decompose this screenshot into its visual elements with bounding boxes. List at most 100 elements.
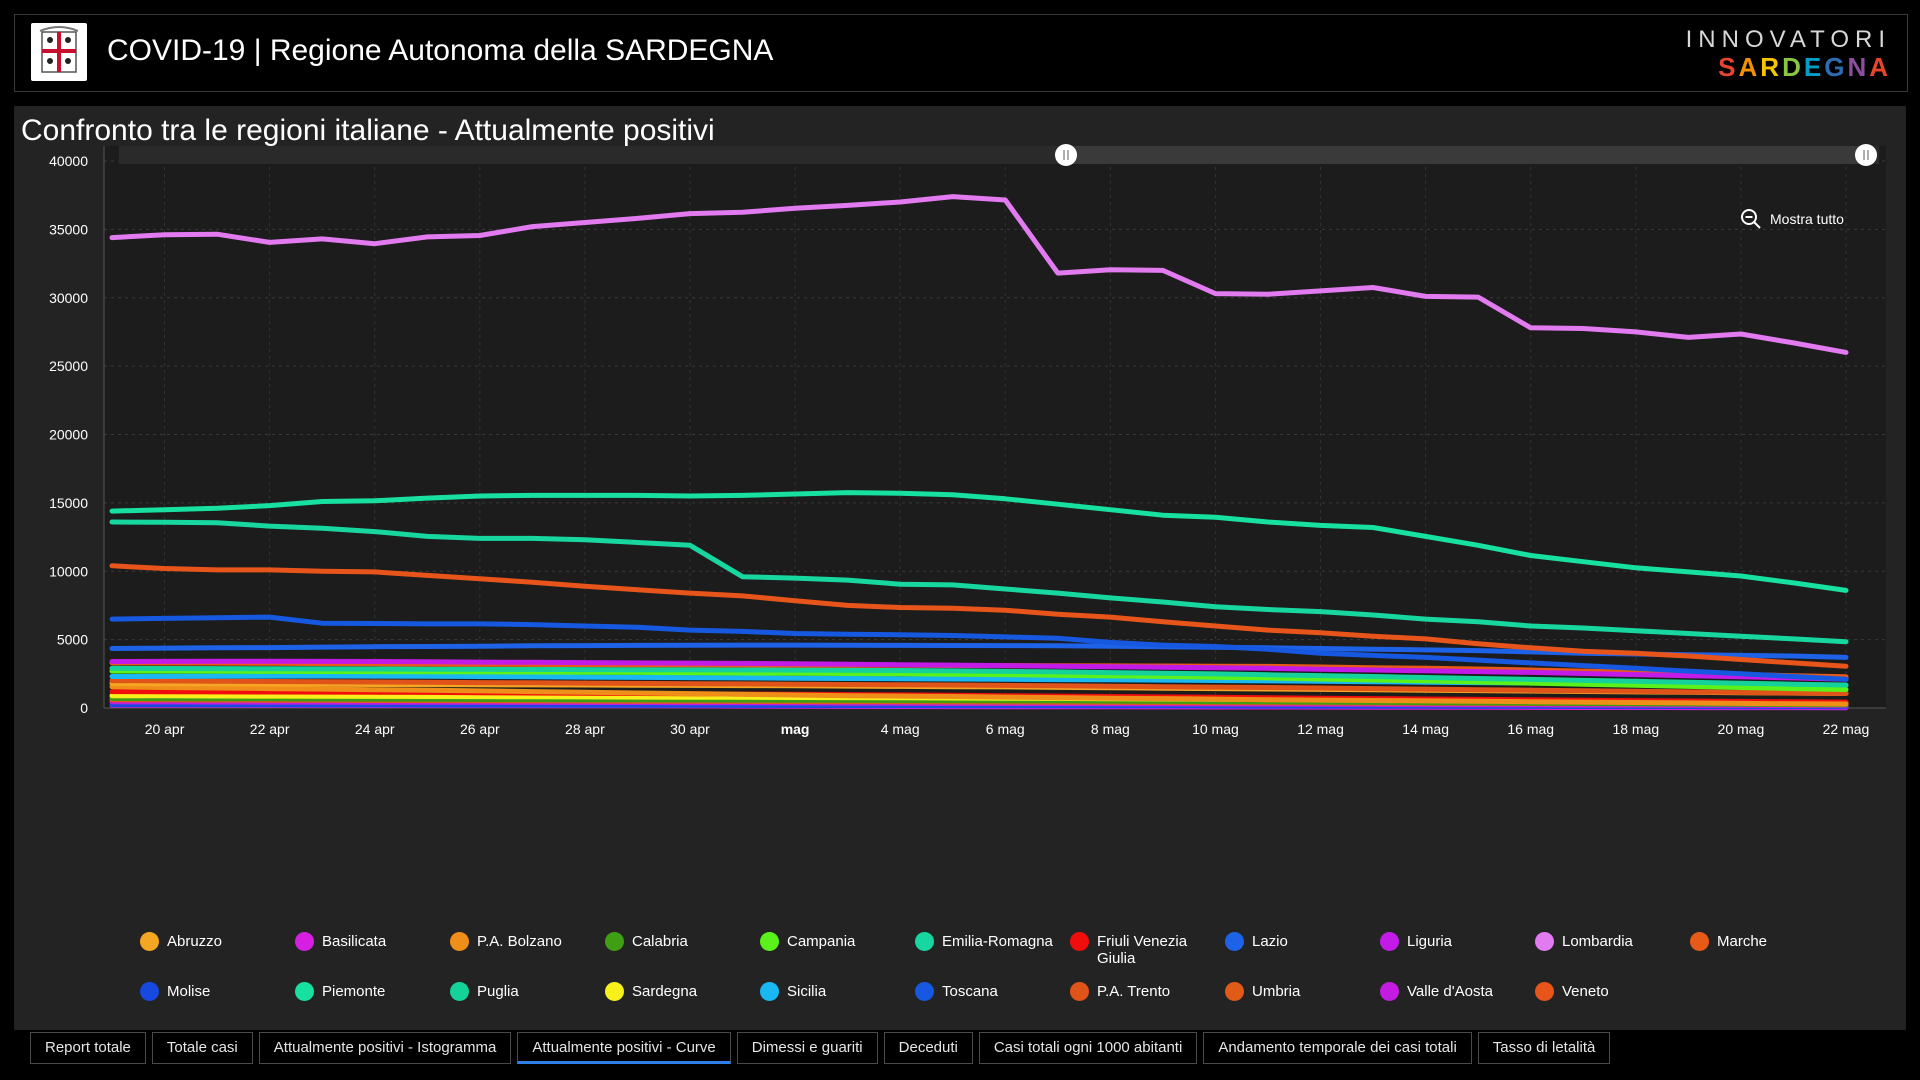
y-tick-label: 30000 — [49, 290, 88, 306]
legend-item[interactable]: Emilia-Romagna — [915, 932, 1065, 951]
legend-label: Molise — [167, 983, 211, 1000]
x-tick-label: 22 apr — [250, 721, 290, 737]
legend-item[interactable]: Basilicata — [295, 932, 445, 951]
y-tick-label: 35000 — [49, 221, 88, 237]
legend-color-swatch — [1535, 932, 1554, 951]
tab-tasso-di-letalit-[interactable]: Tasso di letalità — [1477, 1032, 1611, 1064]
series-line-campania[interactable] — [109, 668, 1849, 692]
legend-label: Puglia — [477, 983, 519, 1000]
legend-label: Veneto — [1562, 983, 1609, 1000]
legend-item[interactable]: Toscana — [915, 982, 1065, 1001]
legend-color-swatch — [140, 932, 159, 951]
x-tick-label: 26 apr — [460, 721, 500, 737]
tab-report-totale[interactable]: Report totale — [30, 1032, 146, 1064]
legend-label: Valle d'Aosta — [1407, 983, 1493, 1000]
series-line-emilia-romagna[interactable] — [109, 519, 1849, 645]
sardinia-coat-of-arms-logo — [31, 23, 87, 81]
legend-color-swatch — [760, 982, 779, 1001]
y-tick-label: 20000 — [49, 427, 88, 443]
legend-item[interactable]: Liguria — [1380, 932, 1530, 951]
app-header: COVID-19 | Regione Autonoma della SARDEG… — [14, 14, 1908, 92]
brand-letter: A — [1738, 52, 1761, 82]
x-tick-label: 12 mag — [1297, 721, 1344, 737]
range-slider-selection — [1066, 146, 1866, 164]
legend-color-swatch — [1225, 932, 1244, 951]
series-line-veneto[interactable] — [109, 563, 1849, 669]
series-line-piemonte[interactable] — [109, 490, 1849, 593]
legend-item[interactable]: P.A. Bolzano — [450, 932, 600, 951]
series-line-p-a-trento[interactable] — [109, 678, 1849, 696]
y-tick-label: 40000 — [49, 153, 88, 169]
x-tick-label: 8 mag — [1091, 721, 1130, 737]
y-tick-label: 10000 — [49, 563, 88, 579]
legend-item[interactable]: Abruzzo — [140, 932, 290, 951]
legend-label: Sicilia — [787, 983, 827, 1000]
x-tick-label: 4 mag — [881, 721, 920, 737]
show-all-zoom-button[interactable]: Mostra tutto — [1740, 208, 1844, 230]
series-line-lombardia[interactable] — [109, 194, 1849, 355]
series-line-toscana[interactable] — [109, 614, 1849, 682]
legend-label: Marche — [1717, 933, 1768, 950]
legend-color-swatch — [1070, 982, 1089, 1001]
legend-item[interactable]: Veneto — [1535, 982, 1685, 1001]
series-line-lazio[interactable] — [109, 642, 1849, 660]
tab-dimessi-e-guariti[interactable]: Dimessi e guariti — [736, 1032, 878, 1064]
x-tick-label: 30 apr — [670, 721, 710, 737]
brand-bottom-text: SARDEGNA — [1686, 53, 1891, 81]
legend-label: Liguria — [1407, 933, 1453, 950]
brand-letter: R — [1760, 52, 1783, 82]
tab-totale-casi[interactable]: Totale casi — [151, 1032, 253, 1064]
legend-label: Lazio — [1252, 933, 1288, 950]
zoom-out-icon — [1741, 209, 1761, 229]
legend-item[interactable]: Lombardia — [1535, 932, 1685, 951]
tab-attualmente-positivi-istogramma[interactable]: Attualmente positivi - Istogramma — [258, 1032, 512, 1064]
brand-top-text: INNOVATORI — [1685, 26, 1891, 53]
legend-item[interactable]: Calabria — [605, 932, 755, 951]
legend-color-swatch — [1380, 932, 1399, 951]
y-tick-label: 15000 — [49, 495, 88, 511]
x-tick-label: 28 apr — [565, 721, 605, 737]
x-tick-label: 20 mag — [1718, 721, 1765, 737]
legend-item[interactable]: Sardegna — [605, 982, 755, 1001]
legend-label: Sardegna — [632, 983, 698, 1000]
x-tick-label: 22 mag — [1823, 721, 1870, 737]
legend-item[interactable]: Friuli Venezia Giulia — [1070, 932, 1220, 967]
legend-item[interactable]: P.A. Trento — [1070, 982, 1220, 1001]
x-tick-label: 18 mag — [1612, 721, 1659, 737]
tab-casi-totali-ogni-1000-abitanti[interactable]: Casi totali ogni 1000 abitanti — [978, 1032, 1198, 1064]
legend-item[interactable]: Valle d'Aosta — [1380, 982, 1530, 1001]
legend-item[interactable]: Campania — [760, 932, 910, 951]
legend-color-swatch — [1070, 932, 1089, 951]
y-tick-label: 25000 — [49, 358, 88, 374]
x-tick-label: 6 mag — [986, 721, 1025, 737]
legend-item[interactable]: Marche — [1690, 932, 1840, 951]
legend-item[interactable]: Umbria — [1225, 982, 1375, 1001]
legend-color-swatch — [915, 932, 934, 951]
legend-label: Emilia-Romagna — [942, 933, 1053, 950]
series-line-p-a-bolzano[interactable] — [109, 684, 1849, 707]
tab-andamento-temporale-dei-casi-totali[interactable]: Andamento temporale dei casi totali — [1203, 1032, 1472, 1064]
range-slider-handle[interactable] — [1055, 144, 1077, 166]
legend-item[interactable]: Sicilia — [760, 982, 910, 1001]
legend-item[interactable]: Piemonte — [295, 982, 445, 1001]
legend-color-swatch — [915, 982, 934, 1001]
brand-letter: S — [1718, 52, 1739, 82]
y-tick-label: 0 — [80, 700, 88, 716]
tab-attualmente-positivi-curve[interactable]: Attualmente positivi - Curve — [517, 1032, 731, 1064]
legend-label: Abruzzo — [167, 933, 223, 950]
legend-label: Calabria — [632, 933, 688, 950]
x-tick-label: 24 apr — [355, 721, 395, 737]
chart-title: Confronto tra le regioni italiane - Attu… — [21, 114, 715, 147]
range-slider-handle[interactable] — [1855, 144, 1877, 166]
legend-item[interactable]: Lazio — [1225, 932, 1375, 951]
legend-label: Friuli Venezia Giulia — [1097, 933, 1188, 967]
legend-item[interactable]: Molise — [140, 982, 290, 1001]
series-line-puglia[interactable] — [109, 665, 1849, 688]
legend-item[interactable]: Puglia — [450, 982, 600, 1001]
line-chart[interactable]: 0 5000 10000 15000 20000 25000 30000 35000 40000… — [14, 106, 1906, 1030]
tab-deceduti[interactable]: Deceduti — [883, 1032, 973, 1064]
x-tick-label: 14 mag — [1402, 721, 1449, 737]
brand-letter: D — [1782, 52, 1804, 82]
legend-color-swatch — [450, 982, 469, 1001]
series-line-liguria[interactable] — [109, 658, 1849, 682]
